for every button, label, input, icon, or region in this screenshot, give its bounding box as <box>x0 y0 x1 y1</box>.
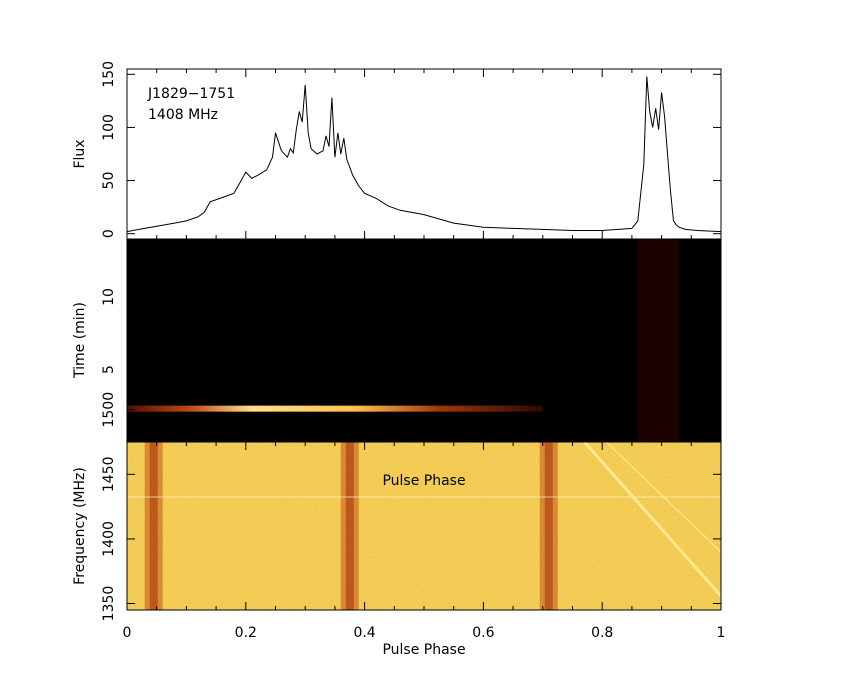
profile-ytick-label: 50 <box>101 172 117 190</box>
freq-pulse-band-core <box>345 442 354 610</box>
freq-dispersed-sweep <box>583 441 723 597</box>
x-tick-label: 0 <box>123 625 132 641</box>
x-tick-label: 1 <box>717 625 726 641</box>
profile-frame <box>126 68 722 240</box>
time-ytick-label: 5 <box>101 365 117 374</box>
time-ylabel: Time (min) <box>72 302 88 379</box>
profile-ytick-label: 0 <box>101 229 117 238</box>
freq-ytick-label: 1450 <box>101 456 117 492</box>
profile-ytick-label: 100 <box>101 114 117 141</box>
time-ytick-label: 10 <box>101 288 117 306</box>
freq-panel: 1350 1400 1450 1500 0 0.2 0.4 0.6 0.8 1 Frequenc… <box>72 69 725 658</box>
x-tick-label: 0.8 <box>591 625 613 641</box>
freq-y-ticks: 1350 1400 1450 1500 <box>101 392 721 621</box>
freq-pulse-band-core <box>544 442 553 610</box>
profile-panel: 0 50 100 150 Flux J1829−1751 1408 MHz <box>72 61 722 240</box>
freq-ytick-label: 1500 <box>101 392 117 428</box>
profile-freq-label: 1408 MHz <box>148 107 218 123</box>
freq-x-ticks: 0 0.2 0.4 0.6 0.8 1 <box>123 69 726 641</box>
freq-xlabel: Pulse Phase <box>382 642 465 658</box>
profile-y-ticks: 0 50 100 150 <box>101 61 721 238</box>
profile-ytick-label: 150 <box>101 61 117 88</box>
x-tick-label: 0.2 <box>235 625 257 641</box>
x-tick-label: 0.6 <box>472 625 494 641</box>
freq-pulse-bands <box>144 442 558 610</box>
freq-heatmap-noise <box>127 442 721 610</box>
time-faint-column <box>637 239 680 442</box>
freq-ytick-label: 1350 <box>101 586 117 622</box>
freq-ylabel: Frequency (MHz) <box>72 467 88 585</box>
profile-series-line <box>126 76 722 233</box>
profile-ylabel: Flux <box>72 139 88 168</box>
time-burst-row <box>127 405 543 412</box>
freq-pulse-band-core <box>149 442 158 610</box>
time-y-ticks: 5 10 <box>101 288 721 374</box>
x-tick-label: 0.4 <box>353 625 375 641</box>
time-panel: 5 10 Time (min) <box>72 238 722 443</box>
freq-inner-annotation: Pulse Phase <box>382 473 465 489</box>
profile-source-label: J1829−1751 <box>147 86 235 102</box>
freq-ytick-label: 1400 <box>101 521 117 557</box>
